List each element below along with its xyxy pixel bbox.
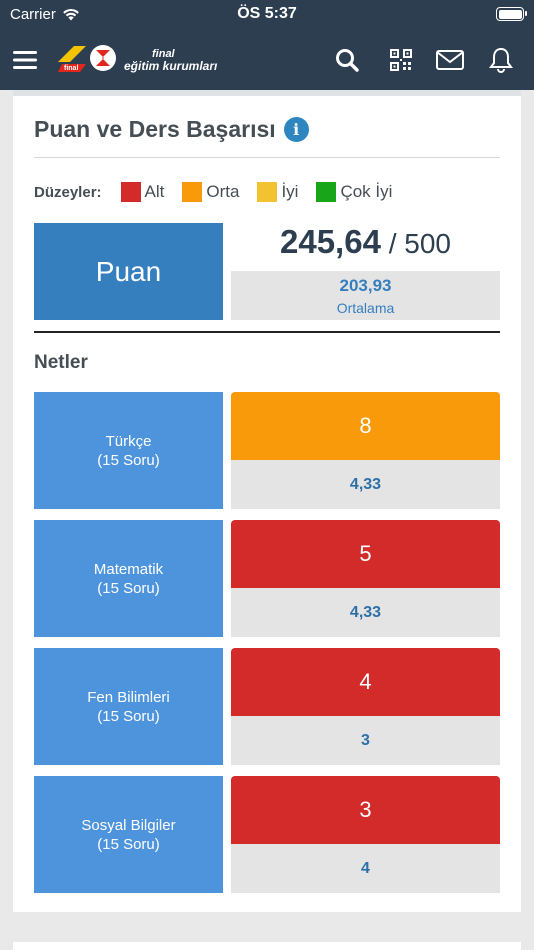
score-value: 245,64 [280,223,381,260]
level-iyi: İyi [257,182,298,202]
status-left: Carrier [10,6,80,23]
subject-net-value: 8 [231,392,500,460]
subject-questions: (15 Soru) [97,579,160,597]
card-title: Puan ve Ders Başarısı i [34,116,309,143]
divider-dark [34,331,500,333]
subject-name-box: Fen Bilimleri (15 Soru) [34,648,223,765]
brand-logo[interactable]: final final eğitim kurumları [56,40,217,80]
search-icon[interactable] [330,43,364,77]
subject-questions: (15 Soru) [97,707,160,725]
carrier-label: Carrier [10,6,56,23]
subject-name: Matematik [93,560,164,578]
subject-average-value: 4 [231,844,500,893]
level-orta: Orta [182,182,239,202]
subject-name-box: Sosyal Bilgiler (15 Soru) [34,776,223,893]
battery-icon [496,7,527,21]
netler-title: Netler [34,352,88,373]
subject-name: Sosyal Bilgiler [81,816,176,834]
logo-badge: final [64,65,78,72]
divider [34,157,500,158]
subject-average-value: 4,33 [231,460,500,509]
qr-code-icon[interactable] [384,43,418,77]
level-swatch [257,182,278,202]
subject-name-box: Matematik (15 Soru) [34,520,223,637]
top-navbar: final final eğitim kurumları [0,30,534,90]
average-label: Ortalama [336,300,395,316]
subject-questions: (15 Soru) [97,835,160,853]
puan-label-box: Puan [34,223,223,320]
mail-icon[interactable] [433,43,467,77]
subject-questions: (15 Soru) [97,451,160,469]
score-max: / 500 [380,228,451,259]
level-legend: Düzeyler: Alt Orta İyi Çok İyi [34,182,410,202]
total-score: 245,64 / 500 [231,223,500,269]
card-title-text: Puan ve Ders Başarısı [34,116,276,142]
next-card-edge [13,942,521,950]
subject-net-value: 4 [231,648,500,716]
average-box: 203,93 Ortalama [231,271,500,320]
bell-icon[interactable] [484,43,518,77]
average-value: 203,93 [339,276,392,295]
level-swatch [316,182,337,202]
final-logo-icon: final [58,45,116,72]
wifi-icon [63,8,79,21]
level-alt: Alt [120,182,164,202]
level-swatch [182,182,203,202]
subject-average-value: 4,33 [231,588,500,637]
score-card: Puan ve Ders Başarısı i Düzeyler: Alt Or… [13,90,521,912]
subject-net-value: 3 [231,776,500,844]
info-icon[interactable]: i [283,117,309,142]
status-time: ÖS 5:37 [237,5,297,22]
subject-average-value: 3 [231,716,500,765]
levels-label: Düzeyler: [34,183,102,201]
subject-name-box: Türkçe (15 Soru) [34,392,223,509]
subject-net-value: 5 [231,520,500,588]
status-bar: Carrier ÖS 5:37 [0,0,534,30]
menu-icon[interactable] [8,43,42,77]
brand-name: final eğitim kurumları [124,48,218,73]
level-cok-iyi: Çok İyi [316,182,392,202]
level-swatch [120,182,141,202]
subject-name: Fen Bilimleri [87,688,170,706]
subject-name: Türkçe [105,432,152,450]
